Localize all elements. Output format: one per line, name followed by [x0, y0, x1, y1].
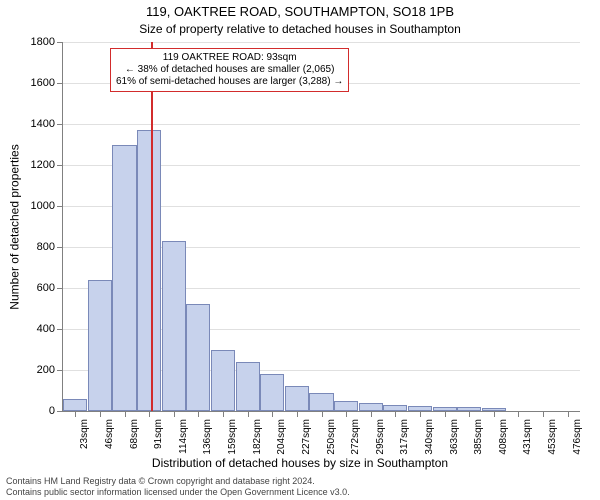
y-tick [57, 165, 63, 166]
plot-area: 02004006008001000120014001600180023sqm46… [62, 42, 580, 412]
callout-line-1: 119 OAKTREE ROAD: 93sqm [116, 52, 343, 64]
x-axis-label: Distribution of detached houses by size … [0, 456, 600, 470]
x-tick-label: 272sqm [350, 419, 361, 455]
histogram-bar [186, 304, 210, 411]
y-tick [57, 247, 63, 248]
histogram-bar [260, 374, 284, 411]
y-axis-label: Number of detached properties [8, 42, 22, 412]
x-tick [174, 411, 175, 417]
x-tick-label: 408sqm [498, 419, 509, 455]
x-tick [75, 411, 76, 417]
y-tick-label: 0 [49, 405, 55, 417]
y-tick-label: 1200 [31, 159, 55, 171]
y-tick-label: 1800 [31, 36, 55, 48]
y-tick-label: 800 [37, 241, 55, 253]
reference-line [151, 42, 153, 411]
x-tick [198, 411, 199, 417]
callout-line-2: ← 38% of detached houses are smaller (2,… [116, 64, 343, 76]
y-tick-label: 1000 [31, 200, 55, 212]
y-tick [57, 206, 63, 207]
x-tick-label: 136sqm [202, 419, 213, 455]
x-tick [469, 411, 470, 417]
footer-line-1: Contains HM Land Registry data © Crown c… [6, 476, 350, 487]
histogram-bar [162, 241, 186, 411]
y-tick-label: 1600 [31, 77, 55, 89]
y-tick [57, 124, 63, 125]
y-tick [57, 288, 63, 289]
histogram-bar [285, 386, 309, 411]
x-tick-label: 182sqm [252, 419, 263, 455]
x-tick [494, 411, 495, 417]
histogram-bar [236, 362, 260, 411]
gridline [63, 124, 580, 125]
x-tick [395, 411, 396, 417]
x-tick [100, 411, 101, 417]
x-tick [568, 411, 569, 417]
chart-title: 119, OAKTREE ROAD, SOUTHAMPTON, SO18 1PB [0, 4, 600, 19]
y-tick-label: 600 [37, 282, 55, 294]
x-tick-label: 91sqm [153, 419, 164, 449]
x-tick [272, 411, 273, 417]
x-tick [371, 411, 372, 417]
y-tick [57, 42, 63, 43]
x-tick-label: 204sqm [276, 419, 287, 455]
x-tick [518, 411, 519, 417]
x-tick-label: 114sqm [178, 419, 189, 454]
x-tick-label: 295sqm [375, 419, 386, 455]
histogram-bar [334, 401, 358, 411]
gridline [63, 42, 580, 43]
x-tick-label: 23sqm [79, 419, 90, 449]
x-tick [149, 411, 150, 417]
chart-subtitle: Size of property relative to detached ho… [0, 22, 600, 36]
x-tick-label: 227sqm [301, 419, 312, 455]
histogram-bar [359, 403, 383, 411]
x-tick-label: 46sqm [104, 419, 115, 449]
x-tick [125, 411, 126, 417]
y-tick [57, 411, 63, 412]
y-tick [57, 370, 63, 371]
reference-callout: 119 OAKTREE ROAD: 93sqm ← 38% of detache… [110, 48, 349, 92]
y-tick [57, 83, 63, 84]
x-tick-label: 385sqm [473, 419, 484, 455]
x-tick [248, 411, 249, 417]
x-tick [297, 411, 298, 417]
histogram-bar [211, 350, 235, 412]
x-tick [346, 411, 347, 417]
x-tick-label: 250sqm [326, 419, 337, 455]
x-tick-label: 340sqm [424, 419, 435, 455]
y-tick [57, 329, 63, 330]
histogram-bar [112, 145, 136, 412]
footer-line-2: Contains public sector information licen… [6, 487, 350, 498]
y-tick-label: 1400 [31, 118, 55, 130]
footer-attribution: Contains HM Land Registry data © Crown c… [6, 476, 350, 498]
y-axis-label-text: Number of detached properties [8, 144, 22, 309]
x-tick-label: 431sqm [522, 419, 533, 455]
x-tick [223, 411, 224, 417]
x-tick [543, 411, 544, 417]
x-tick-label: 363sqm [449, 419, 460, 455]
histogram-bar [63, 399, 87, 411]
callout-line-3: 61% of semi-detached houses are larger (… [116, 76, 343, 88]
y-tick-label: 200 [37, 364, 55, 376]
x-tick [420, 411, 421, 417]
histogram-bar [309, 393, 333, 411]
histogram-bar [137, 130, 161, 411]
x-tick-label: 453sqm [547, 419, 558, 455]
x-tick-label: 68sqm [129, 419, 140, 449]
x-tick-label: 159sqm [227, 419, 238, 455]
x-tick [445, 411, 446, 417]
histogram-bar [88, 280, 112, 411]
x-tick-label: 476sqm [572, 419, 583, 455]
x-tick [322, 411, 323, 417]
y-tick-label: 400 [37, 323, 55, 335]
x-tick-label: 317sqm [399, 419, 410, 455]
